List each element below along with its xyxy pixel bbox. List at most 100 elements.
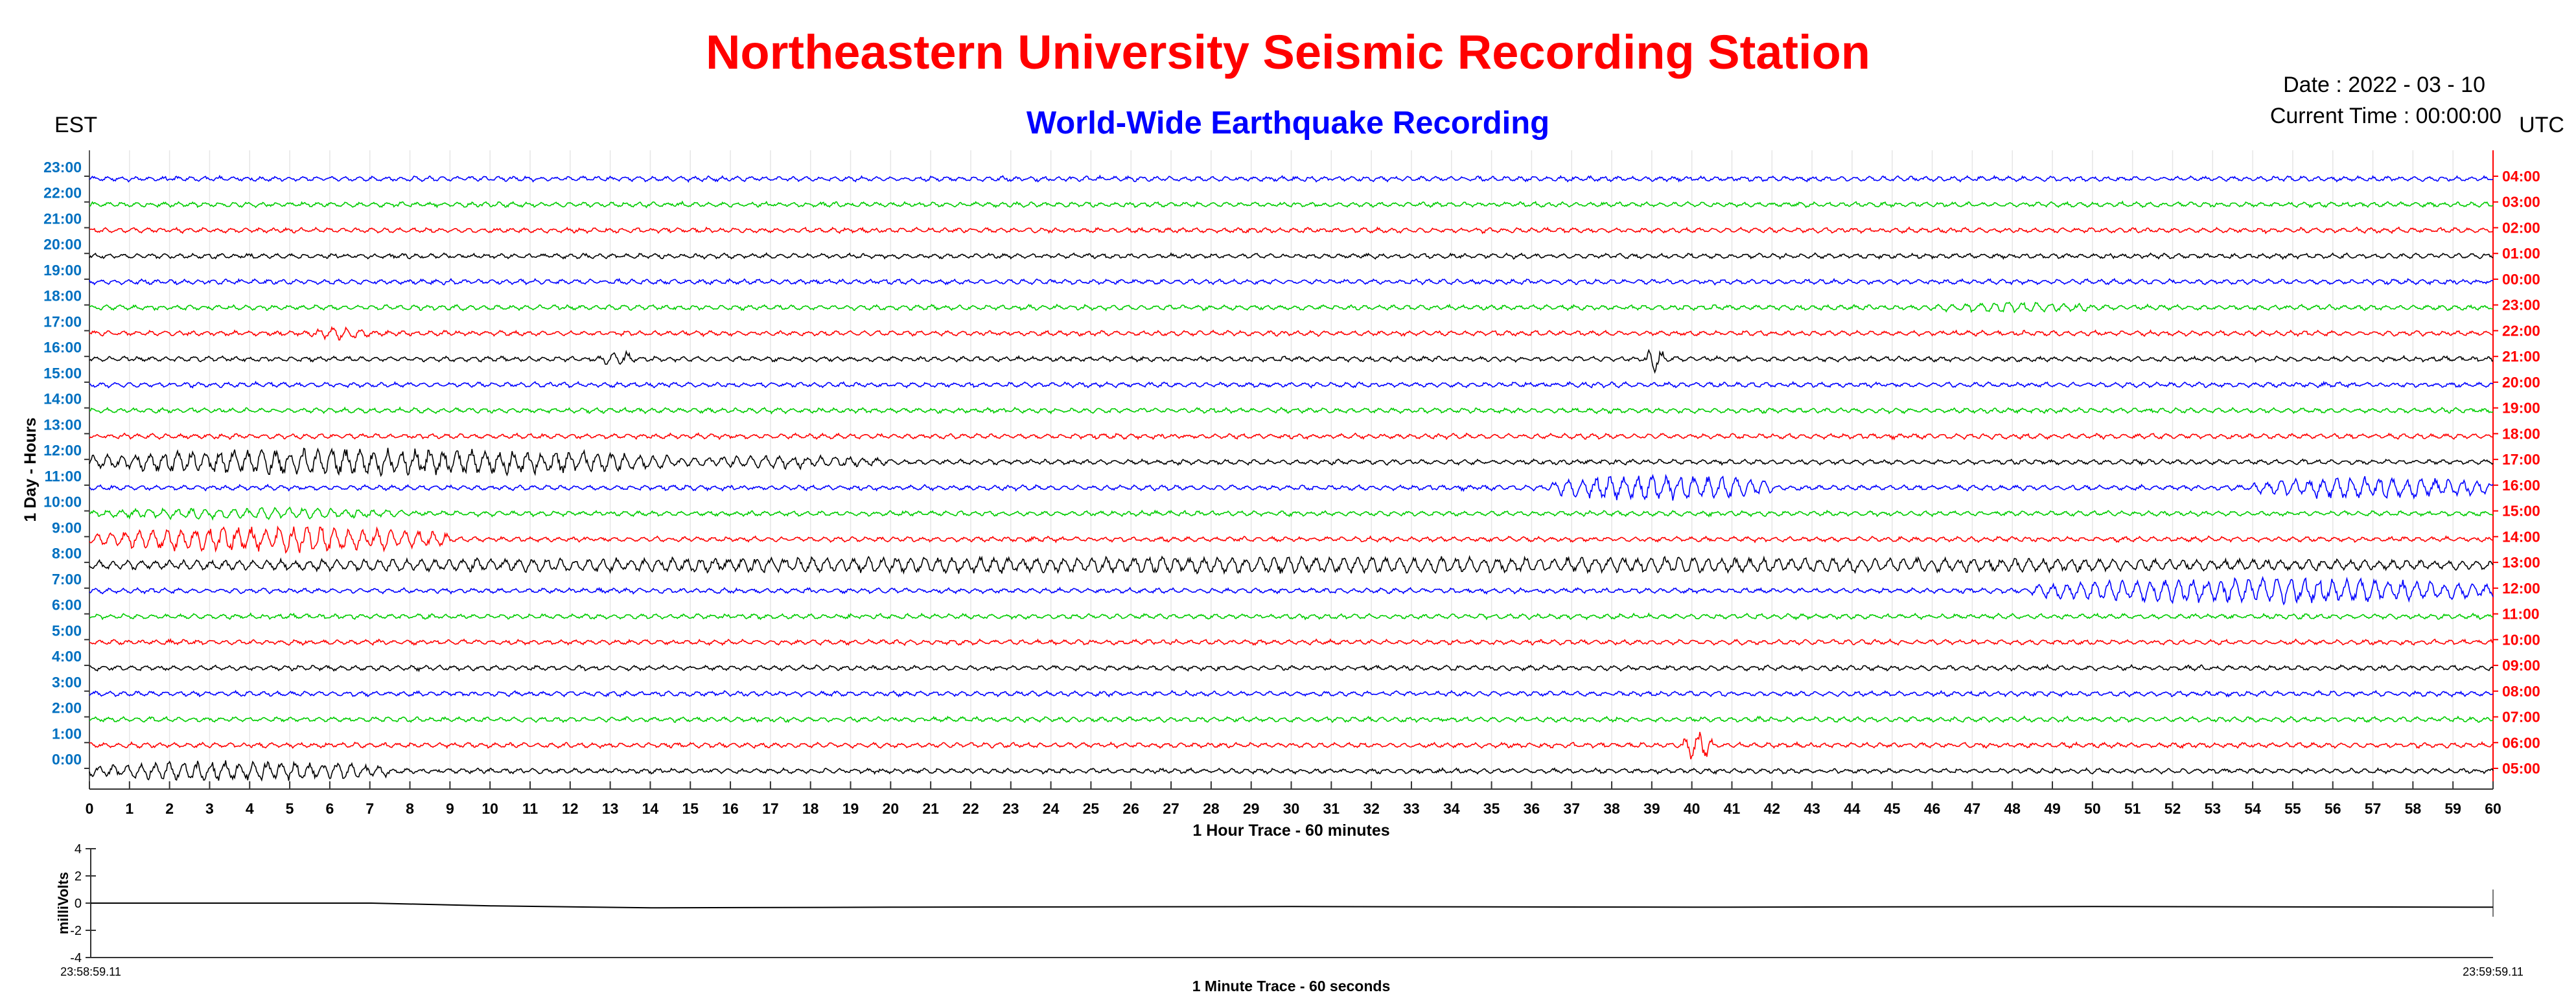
x-tick-label: 52 <box>2164 800 2181 817</box>
trace-line-9:00 <box>89 525 2494 554</box>
utc-hour-label: 19:00 <box>2502 400 2540 417</box>
trace-line-6:00 <box>89 612 2494 621</box>
est-hour-label: 6:00 <box>52 597 82 614</box>
est-hour-label: 16:00 <box>43 339 82 356</box>
utc-hour-label: 00:00 <box>2502 271 2540 288</box>
x-tick-label: 42 <box>1764 800 1781 817</box>
trace-line-17:00 <box>89 326 2494 341</box>
utc-hour-label: 15:00 <box>2502 503 2540 520</box>
x-tick-label: 54 <box>2244 800 2261 817</box>
est-hour-label: 11:00 <box>44 468 82 485</box>
est-hour-label: 2:00 <box>52 700 82 717</box>
est-hour-label: 23:00 <box>43 159 82 176</box>
x-tick-label: 48 <box>2004 800 2021 817</box>
est-zone-label: EST <box>54 113 98 137</box>
x-tick-label: 59 <box>2444 800 2461 817</box>
x-tick-label: 25 <box>1083 800 1100 817</box>
est-hour-label: 3:00 <box>52 674 82 691</box>
x-tick-label: 23 <box>1003 800 1019 817</box>
x-tick-label: 44 <box>1844 800 1861 817</box>
x-tick-label: 19 <box>842 800 859 817</box>
x-tick-label: 9 <box>446 800 454 817</box>
x-tick-label: 18 <box>802 800 819 817</box>
current-time-readout: Current Time : 00:00:00 <box>2269 104 2501 128</box>
utc-hour-label: 10:00 <box>2502 631 2540 648</box>
x-tick-label: 53 <box>2204 800 2221 817</box>
x-tick-label: 47 <box>1964 800 1981 817</box>
trace-line-2:00 <box>89 715 2494 724</box>
trace-line-12:00 <box>89 447 2494 477</box>
trace-line-4:00 <box>89 663 2494 672</box>
utc-hour-label: 13:00 <box>2502 554 2540 571</box>
utc-hour-label: 02:00 <box>2502 219 2540 236</box>
utc-hour-label: 06:00 <box>2502 734 2540 751</box>
x-tick-label: 13 <box>602 800 619 817</box>
utc-hour-label: 08:00 <box>2502 683 2540 700</box>
x-tick-label: 11 <box>522 800 539 817</box>
est-hour-label: 21:00 <box>43 210 82 227</box>
x-tick-label: 40 <box>1684 800 1700 817</box>
trace-line-3:00 <box>89 689 2493 698</box>
utc-hour-label: 03:00 <box>2502 194 2540 211</box>
minute-trace-line <box>91 902 2494 909</box>
page-subtitle: World-Wide Earthquake Recording <box>1026 106 1550 141</box>
minute-y-tick-label: 0 <box>75 897 82 911</box>
x-tick-label: 50 <box>2084 800 2101 817</box>
x-tick-label: 45 <box>1884 800 1901 817</box>
est-hour-label: 4:00 <box>52 648 82 665</box>
trace-line-23:00 <box>89 174 2494 183</box>
x-tick-label: 37 <box>1563 800 1580 817</box>
x-tick-label: 31 <box>1323 800 1340 817</box>
trace-line-13:00 <box>89 432 2494 441</box>
x-tick-label: 8 <box>406 800 414 817</box>
x-tick-label: 35 <box>1483 800 1500 817</box>
x-tick-label: 3 <box>205 800 214 817</box>
minute-x-axis-label: 1 Minute Trace - 60 seconds <box>1192 978 1391 994</box>
trace-line-11:00 <box>89 474 2494 501</box>
minute-y-tick-label: 4 <box>75 842 82 856</box>
trace-line-16:00 <box>89 349 2494 374</box>
trace-line-1:00 <box>89 731 2493 760</box>
x-tick-label: 34 <box>1443 800 1460 817</box>
trace-line-5:00 <box>89 637 2494 647</box>
x-axis-label: 1 Hour Trace - 60 minutes <box>1192 821 1389 840</box>
x-tick-label: 27 <box>1163 800 1179 817</box>
utc-hour-label: 20:00 <box>2502 374 2540 391</box>
x-tick-label: 46 <box>1924 800 1941 817</box>
est-hour-label: 18:00 <box>43 288 82 304</box>
x-tick-label: 30 <box>1283 800 1300 817</box>
est-hour-label: 7:00 <box>52 571 82 588</box>
x-tick-label: 55 <box>2284 800 2301 817</box>
utc-hour-label: 21:00 <box>2502 348 2540 365</box>
est-hour-label: 14:00 <box>43 391 82 408</box>
utc-hour-label: 01:00 <box>2502 245 2540 262</box>
trace-line-8:00 <box>89 555 2494 575</box>
x-tick-label: 51 <box>2124 800 2141 817</box>
utc-zone-label: UTC <box>2519 113 2564 137</box>
x-tick-label: 6 <box>326 800 334 817</box>
est-hour-label: 15:00 <box>43 365 82 382</box>
x-tick-label: 4 <box>246 800 254 817</box>
x-tick-label: 60 <box>2485 800 2501 817</box>
est-hour-label: 9:00 <box>52 519 82 536</box>
x-tick-label: 12 <box>562 800 579 817</box>
trace-line-19:00 <box>89 277 2494 286</box>
x-tick-label: 29 <box>1243 800 1260 817</box>
trace-line-0:00 <box>89 760 2494 782</box>
minute-y-tick-label: -2 <box>70 924 82 938</box>
minute-y-axis-label: milliVolts <box>55 872 71 934</box>
trace-line-22:00 <box>89 200 2494 209</box>
x-tick-label: 57 <box>2365 800 2382 817</box>
minute-y-tick-label: -4 <box>70 951 82 965</box>
x-tick-label: 32 <box>1363 800 1380 817</box>
x-tick-label: 15 <box>682 800 699 817</box>
minute-y-tick-label: 2 <box>75 869 82 884</box>
x-tick-label: 7 <box>366 800 374 817</box>
x-tick-label: 28 <box>1203 800 1220 817</box>
minute-end-time: 23:59:59.11 <box>2463 965 2524 978</box>
utc-hour-label: 05:00 <box>2502 760 2540 777</box>
x-tick-label: 56 <box>2325 800 2341 817</box>
utc-hour-label: 11:00 <box>2502 606 2540 623</box>
x-tick-label: 43 <box>1804 800 1820 817</box>
